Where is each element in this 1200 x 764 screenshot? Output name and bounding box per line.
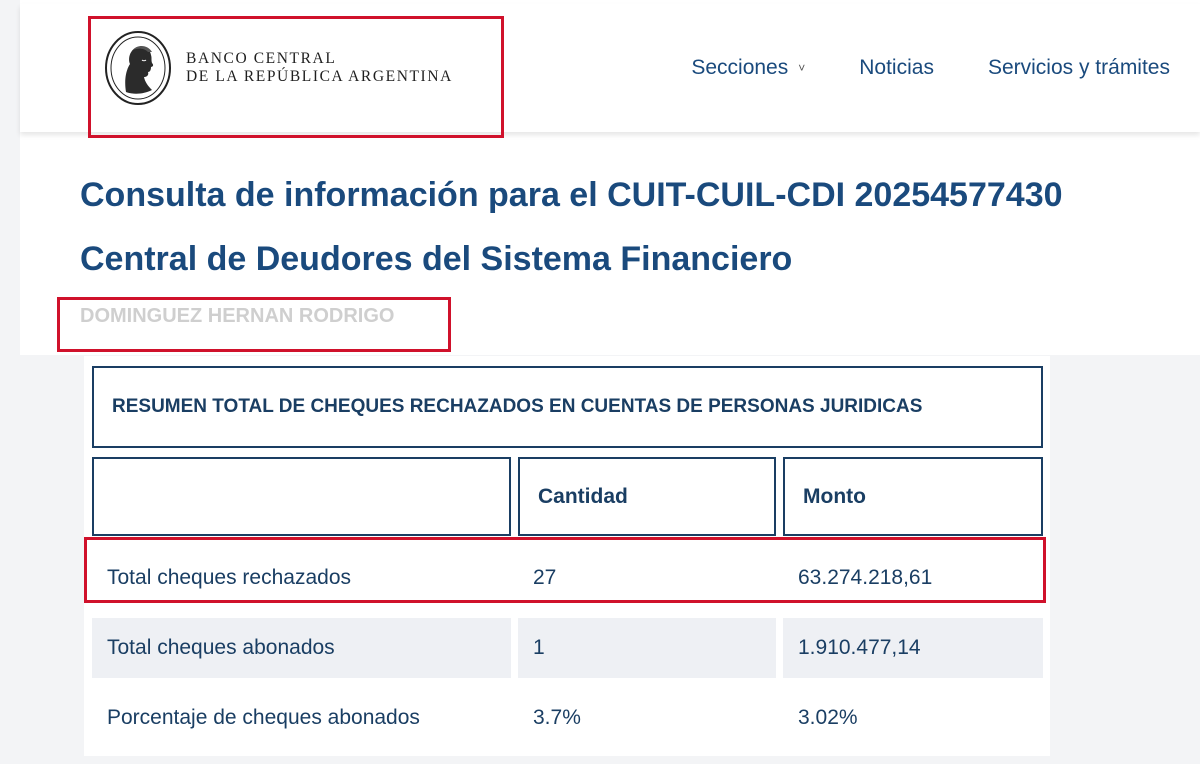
logo-text: BANCO CENTRAL DE LA REPÚBLICA ARGENTINA — [186, 50, 453, 86]
rechazados-highlight-box — [84, 537, 1046, 603]
row-abonados-cantidad: 1 — [518, 618, 776, 678]
row-porcentaje-monto: 3.02% — [798, 706, 858, 729]
row-rechazados-cantidad: 27 — [533, 566, 557, 589]
header-cell-cantidad: Cantidad — [518, 457, 776, 536]
logo-line2: DE LA REPÚBLICA ARGENTINA — [186, 68, 453, 85]
name-highlight-box — [57, 297, 451, 352]
logo-highlight-box — [88, 16, 504, 138]
row-abonados-monto: 1.910.477,14 — [783, 618, 1043, 678]
row-porcentaje-cantidad: 3.7% — [533, 706, 581, 729]
header-cell-empty — [92, 457, 511, 536]
chevron-down-icon: ˅ — [798, 61, 806, 76]
site-header — [20, 4, 1200, 132]
seal-icon — [105, 31, 171, 105]
nav-secciones[interactable]: Secciones ˅ — [691, 56, 805, 80]
row-porcentaje-label: Porcentaje de cheques abonados — [107, 706, 420, 729]
row-rechazados-monto: 63.274.218,61 — [798, 566, 933, 589]
page-subtitle: Central de Deudores del Sistema Financie… — [80, 240, 793, 278]
page-title: Consulta de información para el CUIT-CUI… — [80, 176, 1063, 214]
nav-noticias[interactable]: Noticias — [859, 56, 934, 79]
person-name: DOMINGUEZ HERNAN RODRIGO — [80, 305, 395, 327]
row-rechazados-label: Total cheques rechazados — [107, 566, 351, 589]
logo-line1: BANCO CENTRAL — [186, 50, 337, 67]
table-caption: RESUMEN TOTAL DE CHEQUES RECHAZADOS EN C… — [92, 366, 1043, 448]
nav-secciones-label: Secciones — [691, 56, 789, 79]
nav-servicios-tramites[interactable]: Servicios y trámites — [987, 56, 1170, 79]
table-background — [84, 356, 1050, 756]
row-abonados-label: Total cheques abonados — [92, 618, 511, 678]
main-nav: Secciones ˅ Noticias Servicios y trámites — [637, 56, 1170, 80]
header-cell-monto: Monto — [783, 457, 1043, 536]
bcra-logo[interactable]: BANCO CENTRAL DE LA REPÚBLICA ARGENTINA — [104, 30, 453, 106]
